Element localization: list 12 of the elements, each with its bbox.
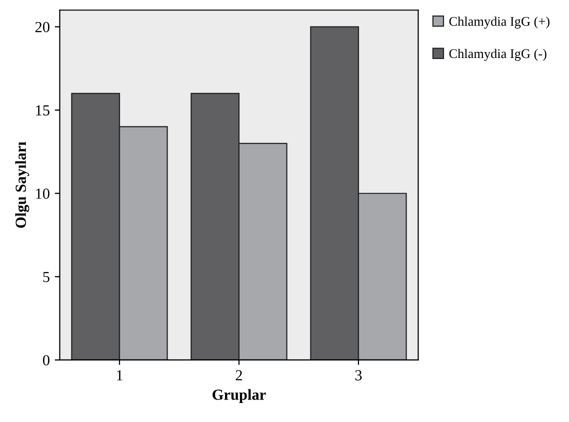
legend-label: Chlamydia IgG (+): [449, 16, 550, 29]
y-tick-label: 20: [35, 22, 50, 32]
x-tick-label: 1: [117, 370, 122, 380]
legend-label: Chlamydia IgG (-): [449, 48, 546, 61]
y-tick-label: 0: [42, 355, 50, 366]
y-axis-title: Olgu Sayıları: [15, 142, 30, 228]
x-axis-title: Gruplar: [212, 389, 266, 403]
y-tick-label: 15: [36, 105, 50, 116]
y-tick-label: 5: [43, 272, 50, 282]
y-tick-label: 10: [36, 188, 50, 199]
x-tick-label: 3: [355, 370, 362, 380]
x-tick-label: 2: [236, 370, 242, 380]
